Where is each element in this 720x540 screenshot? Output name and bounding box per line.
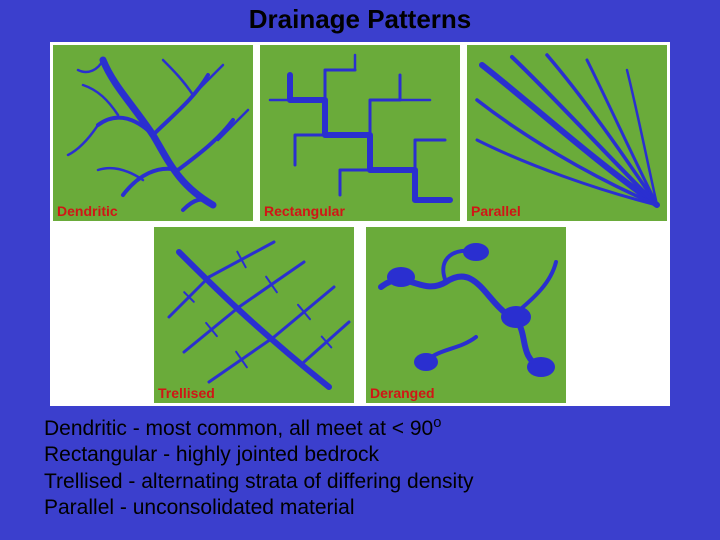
panel-label-dendritic: Dendritic: [57, 203, 118, 219]
panel-label-trellised: Trellised: [158, 385, 215, 401]
panel-rectangular: Rectangular: [260, 45, 460, 221]
gallery-row-bottom: Trellised Deranged: [50, 224, 670, 406]
description-line: Dendritic - most common, all meet at < 9…: [44, 414, 474, 442]
panel-label-rectangular: Rectangular: [264, 203, 345, 219]
description-term: Trellised: [44, 470, 123, 493]
description-superscript: o: [433, 415, 441, 431]
description-term: Dendritic: [44, 417, 127, 440]
panel-parallel: Parallel: [467, 45, 667, 221]
description-text: - highly jointed bedrock: [157, 443, 379, 466]
description-line: Trellised - alternating strata of differ…: [44, 469, 474, 495]
panel-trellised: Trellised: [154, 227, 354, 403]
description-term: Parallel: [44, 496, 114, 519]
panel-deranged: Deranged: [366, 227, 566, 403]
panel-dendritic: Dendritic: [53, 45, 253, 221]
description-text: - unconsolidated material: [114, 496, 354, 519]
description-text: - alternating strata of differing densit…: [123, 470, 474, 493]
description-line: Parallel - unconsolidated material: [44, 495, 474, 521]
description-text: - most common, all meet at < 90: [127, 417, 433, 440]
gallery-row-top: Dendritic Rectangular Parallel: [50, 42, 670, 224]
panel-label-deranged: Deranged: [370, 385, 435, 401]
description-block: Dendritic - most common, all meet at < 9…: [44, 414, 474, 521]
panel-label-parallel: Parallel: [471, 203, 521, 219]
slide: Drainage Patterns Dendritic Rectangular …: [0, 0, 720, 540]
description-term: Rectangular: [44, 443, 157, 466]
description-line: Rectangular - highly jointed bedrock: [44, 442, 474, 468]
page-title: Drainage Patterns: [0, 4, 720, 35]
pattern-gallery: Dendritic Rectangular Parallel Trellised…: [50, 42, 670, 406]
